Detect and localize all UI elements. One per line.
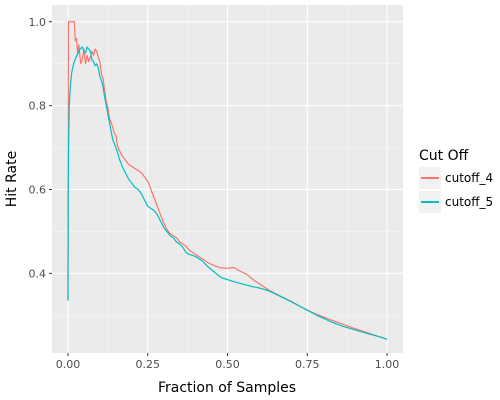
- legend: Cut Off cutoff_4 cutoff_5: [419, 148, 493, 213]
- y-tick-label: 0.8: [29, 100, 47, 113]
- series-lines: [67, 21, 388, 340]
- y-tick-label: 0.4: [29, 267, 47, 280]
- legend-label-cutoff-5: cutoff_5: [445, 195, 493, 209]
- x-tick-label: 0.00: [56, 358, 81, 371]
- legend-label-cutoff-4: cutoff_4: [445, 171, 493, 185]
- y-axis-ticks: 0.4 0.6 0.8 1.0: [29, 16, 52, 280]
- x-tick-label: 0.25: [135, 358, 160, 371]
- y-axis-title: Hit Rate: [4, 151, 20, 207]
- x-axis-ticks: 0.00 0.25 0.50 0.75 1.00: [56, 353, 400, 371]
- series-line-cutoff-5: [67, 46, 388, 340]
- legend-title: Cut Off: [419, 148, 469, 164]
- x-tick-label: 1.00: [375, 358, 400, 371]
- y-tick-label: 1.0: [29, 16, 47, 29]
- y-tick-label: 0.6: [29, 183, 47, 196]
- series-line-cutoff-4: [67, 21, 388, 340]
- x-axis-title: Fraction of Samples: [158, 380, 296, 396]
- x-tick-label: 0.50: [215, 358, 240, 371]
- x-tick-label: 0.75: [295, 358, 320, 371]
